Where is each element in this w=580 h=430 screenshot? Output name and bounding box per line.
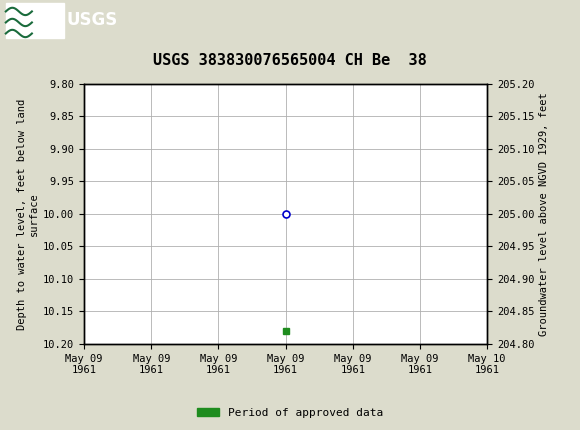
Text: USGS: USGS bbox=[67, 12, 118, 29]
Y-axis label: Groundwater level above NGVD 1929, feet: Groundwater level above NGVD 1929, feet bbox=[539, 92, 549, 336]
Text: USGS 383830076565004 CH Be  38: USGS 383830076565004 CH Be 38 bbox=[153, 53, 427, 68]
Legend: Period of approved data: Period of approved data bbox=[193, 403, 387, 422]
Y-axis label: Depth to water level, feet below land
surface: Depth to water level, feet below land su… bbox=[17, 98, 39, 329]
FancyBboxPatch shape bbox=[6, 3, 64, 37]
